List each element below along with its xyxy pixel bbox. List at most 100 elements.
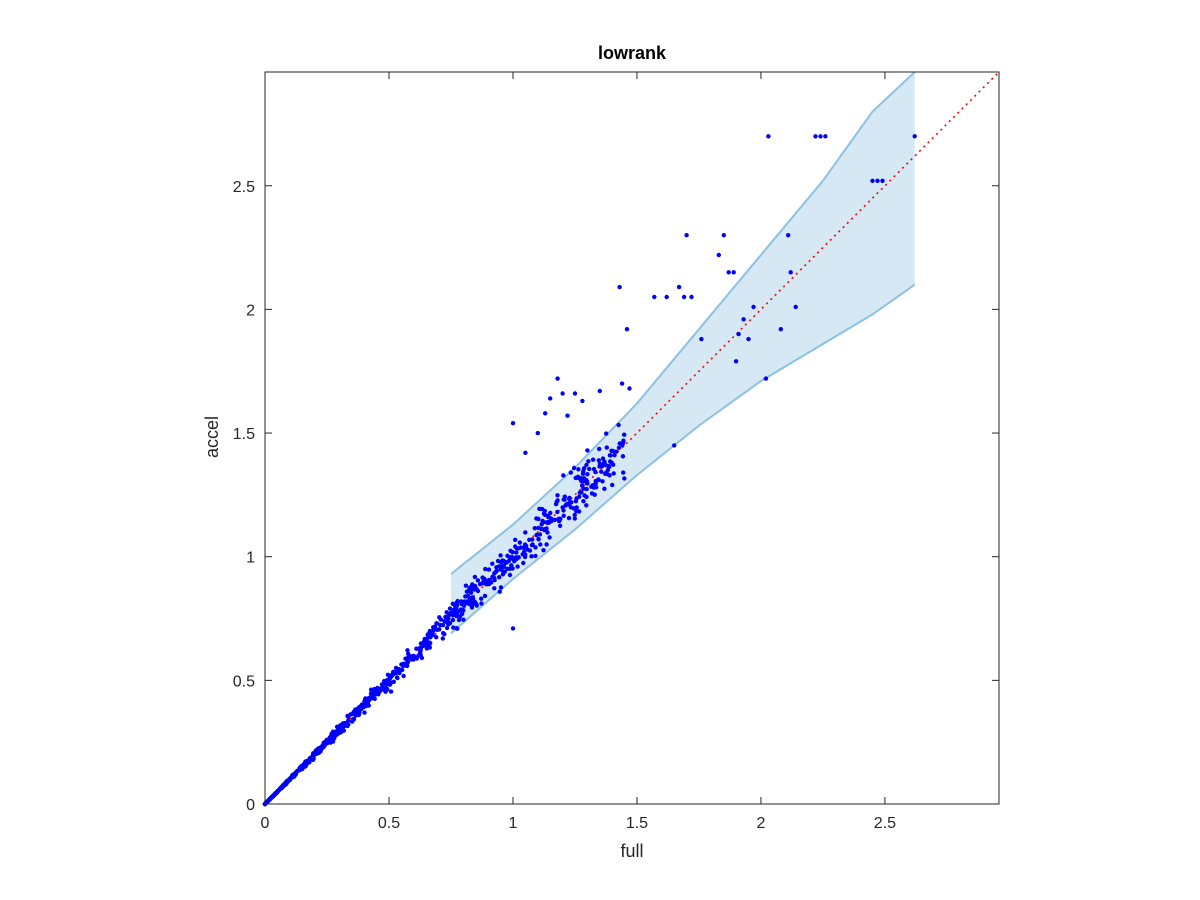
- data-point: [731, 270, 736, 275]
- data-point: [475, 578, 481, 583]
- data-point: [561, 497, 566, 502]
- data-point: [875, 178, 880, 183]
- data-point: [778, 327, 783, 332]
- data-point: [461, 603, 467, 608]
- data-point: [597, 446, 602, 452]
- data-point: [316, 746, 321, 751]
- data-point: [325, 740, 330, 745]
- data-point: [581, 466, 587, 471]
- data-point: [676, 284, 682, 290]
- data-point: [681, 294, 687, 300]
- data-point: [444, 619, 449, 624]
- data-point: [329, 731, 334, 737]
- data-point: [374, 690, 380, 695]
- data-point: [441, 631, 446, 636]
- data-point: [721, 233, 726, 238]
- data-point: [612, 453, 617, 458]
- data-point: [619, 381, 625, 386]
- data-point: [543, 411, 548, 416]
- data-point: [456, 617, 462, 623]
- data-point: [431, 625, 436, 630]
- data-point: [454, 601, 460, 606]
- data-point: [523, 552, 528, 557]
- data-point: [486, 567, 492, 572]
- data-point: [501, 564, 507, 569]
- data-point: [536, 516, 541, 522]
- data-point: [726, 270, 731, 275]
- data-point: [409, 657, 414, 662]
- y-axis-label: accel: [202, 416, 222, 458]
- data-point: [566, 502, 572, 507]
- data-point: [437, 627, 442, 632]
- data-point: [616, 445, 622, 450]
- data-point: [510, 421, 516, 426]
- data-point: [561, 508, 566, 513]
- data-point: [510, 626, 516, 631]
- data-point: [447, 606, 453, 611]
- data-point: [342, 720, 347, 726]
- data-point: [405, 648, 410, 653]
- data-point: [446, 614, 451, 620]
- data-point: [575, 474, 581, 479]
- data-point: [362, 699, 367, 704]
- data-point: [555, 376, 560, 381]
- y-tick-label: 2.5: [233, 179, 255, 196]
- data-point: [419, 655, 425, 661]
- data-point: [417, 645, 423, 651]
- data-point: [568, 470, 573, 475]
- plot-area: [262, 71, 1000, 807]
- data-point: [788, 270, 793, 275]
- data-point: [506, 558, 512, 564]
- data-point: [566, 515, 572, 521]
- data-point: [508, 548, 513, 553]
- data-point: [604, 431, 609, 436]
- x-tick-label: 2: [756, 815, 765, 832]
- data-point: [539, 526, 544, 532]
- data-point: [560, 391, 565, 396]
- data-point: [336, 727, 341, 732]
- data-point: [536, 536, 541, 542]
- data-point: [495, 558, 501, 564]
- axes-box: [264, 71, 1000, 805]
- data-point: [505, 566, 510, 571]
- data-point: [459, 599, 464, 604]
- data-point: [390, 672, 396, 677]
- data-point: [492, 577, 497, 583]
- data-point: [622, 476, 627, 481]
- data-point: [576, 467, 581, 472]
- data-point: [567, 495, 572, 501]
- data-point: [596, 458, 601, 463]
- data-point: [395, 670, 400, 675]
- data-point: [514, 550, 519, 555]
- data-point: [733, 359, 739, 364]
- data-point: [736, 331, 741, 337]
- data-point: [493, 569, 498, 575]
- data-point: [557, 523, 563, 528]
- data-point: [266, 798, 272, 803]
- data-point: [621, 470, 626, 475]
- data-point: [494, 565, 499, 570]
- data-point: [479, 596, 484, 601]
- data-point: [427, 628, 432, 634]
- data-point: [311, 754, 316, 759]
- data-point: [451, 612, 456, 617]
- data-point: [561, 473, 566, 478]
- data-point: [555, 498, 560, 503]
- data-point: [611, 471, 616, 476]
- data-point: [405, 659, 411, 665]
- data-point: [544, 542, 549, 547]
- data-point: [513, 537, 518, 542]
- data-point: [609, 448, 614, 453]
- y-tick-label: 1: [246, 550, 255, 567]
- data-point: [455, 626, 460, 631]
- data-point: [501, 569, 507, 574]
- data-point: [529, 543, 535, 548]
- data-point: [607, 473, 612, 478]
- data-point: [548, 396, 553, 401]
- data-point: [362, 710, 367, 715]
- data-point: [580, 477, 585, 482]
- data-point: [382, 678, 387, 684]
- data-point: [380, 687, 386, 692]
- data-point: [483, 566, 488, 572]
- data-point: [579, 483, 585, 488]
